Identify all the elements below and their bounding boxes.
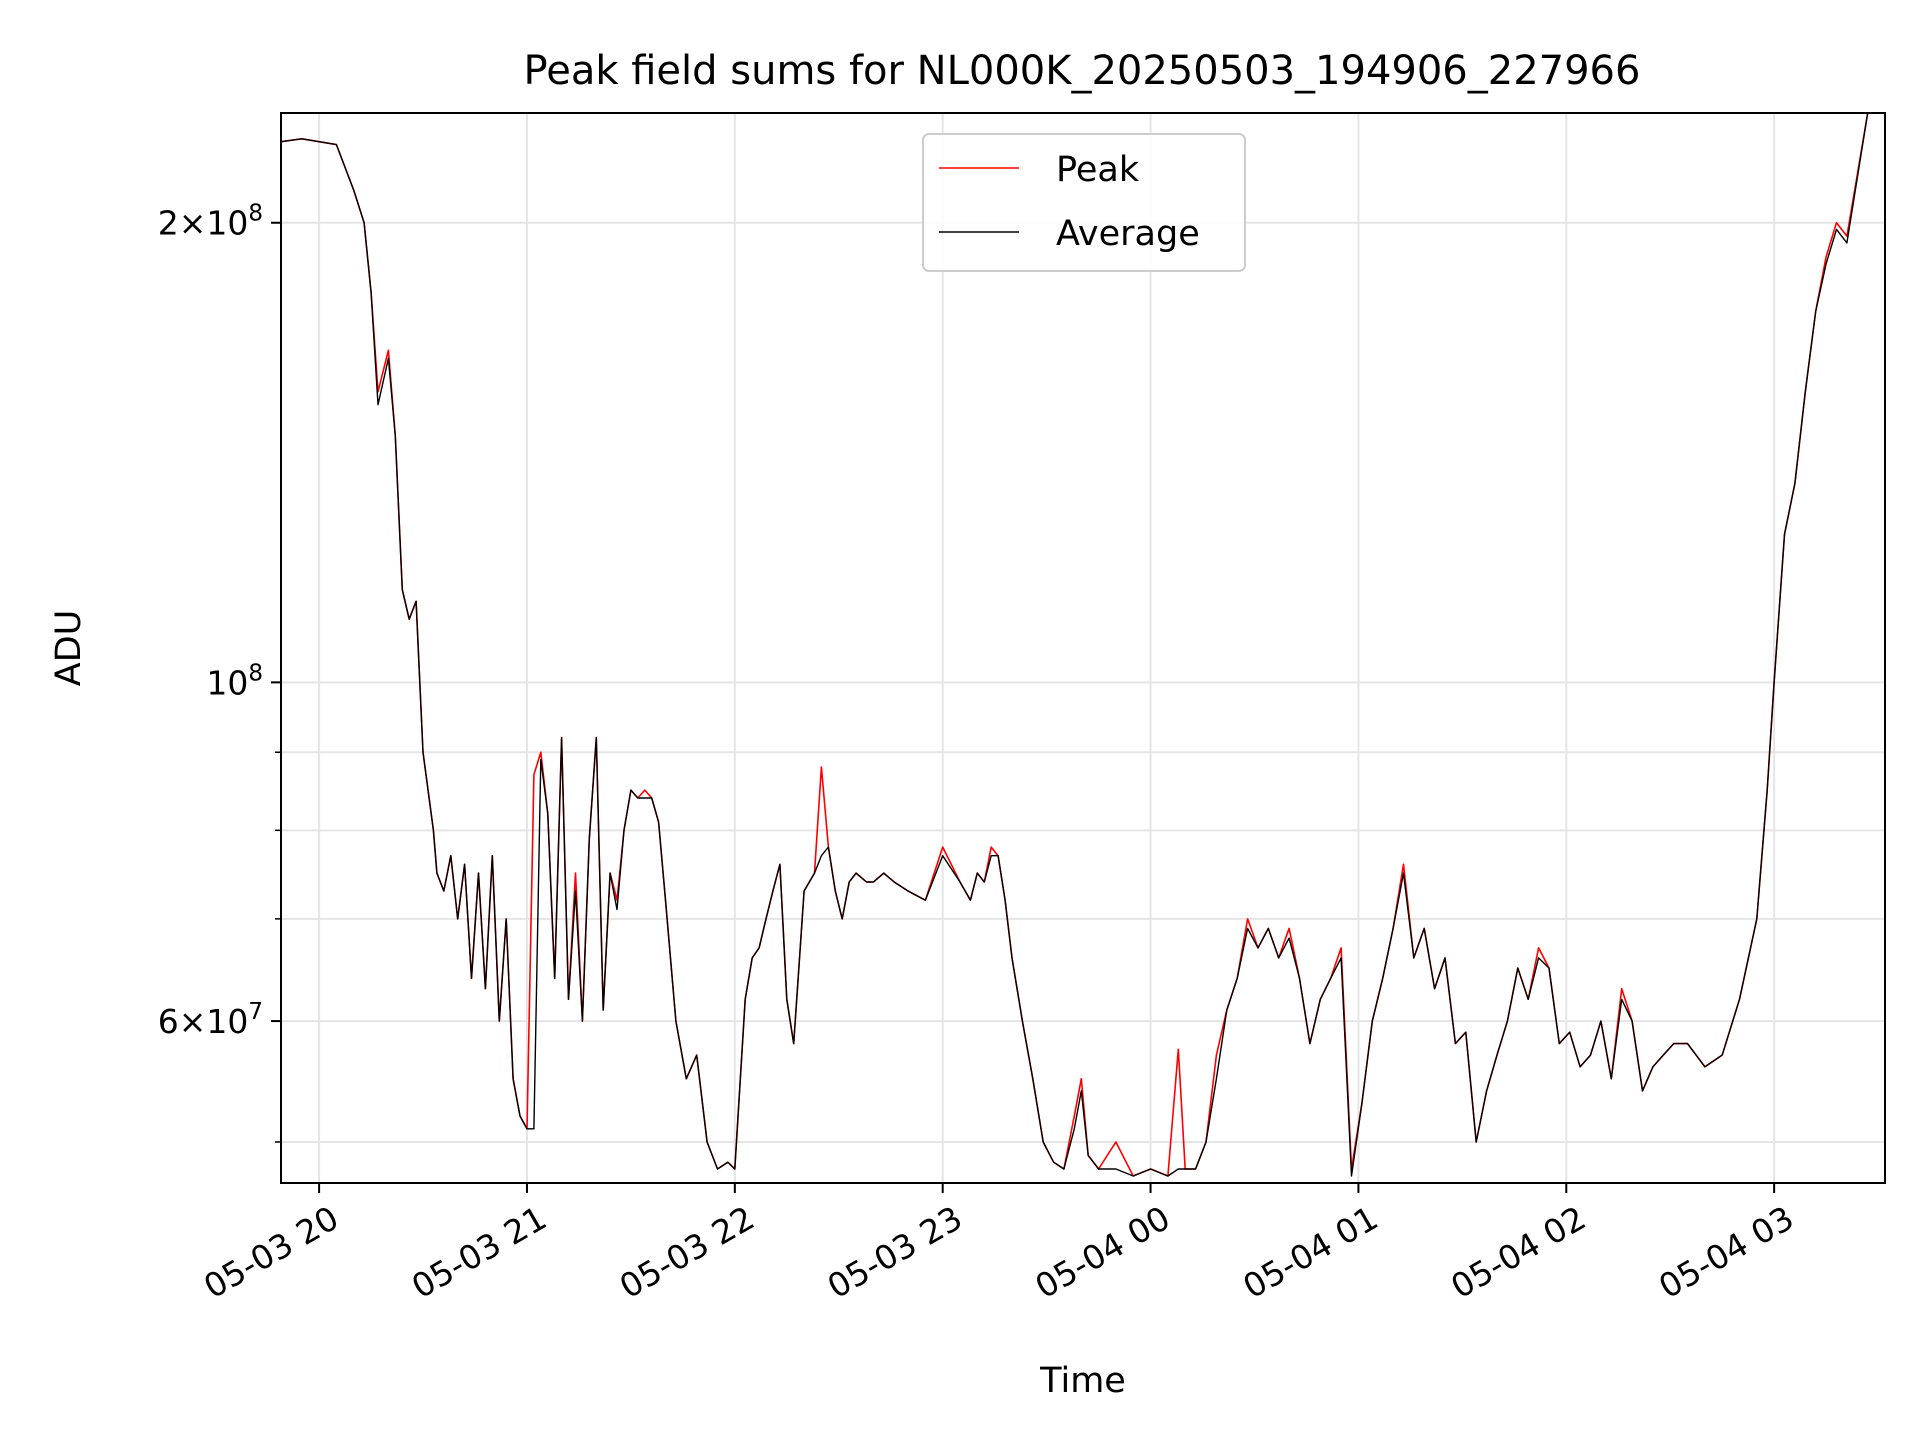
plot-area bbox=[281, 113, 1869, 1177]
y-axis-label: ADU bbox=[49, 610, 89, 687]
legend-label-average: Average bbox=[1056, 214, 1200, 254]
chart-title: Peak field sums for NL000K_20250503_1949… bbox=[524, 48, 1641, 94]
legend-label-peak: Peak bbox=[1056, 150, 1140, 190]
y-tick-label: 6×107 bbox=[158, 999, 263, 1041]
plot-frame bbox=[280, 112, 1886, 1184]
legend: Peak Average bbox=[922, 133, 1246, 272]
series-line-average bbox=[281, 113, 1869, 1177]
x-axis-label: Time bbox=[1039, 1361, 1126, 1401]
y-axis: 6×107 108 2×108 bbox=[158, 201, 281, 1143]
y-tick-label: 2×108 bbox=[158, 201, 263, 243]
y-tick-label: 108 bbox=[206, 660, 263, 702]
